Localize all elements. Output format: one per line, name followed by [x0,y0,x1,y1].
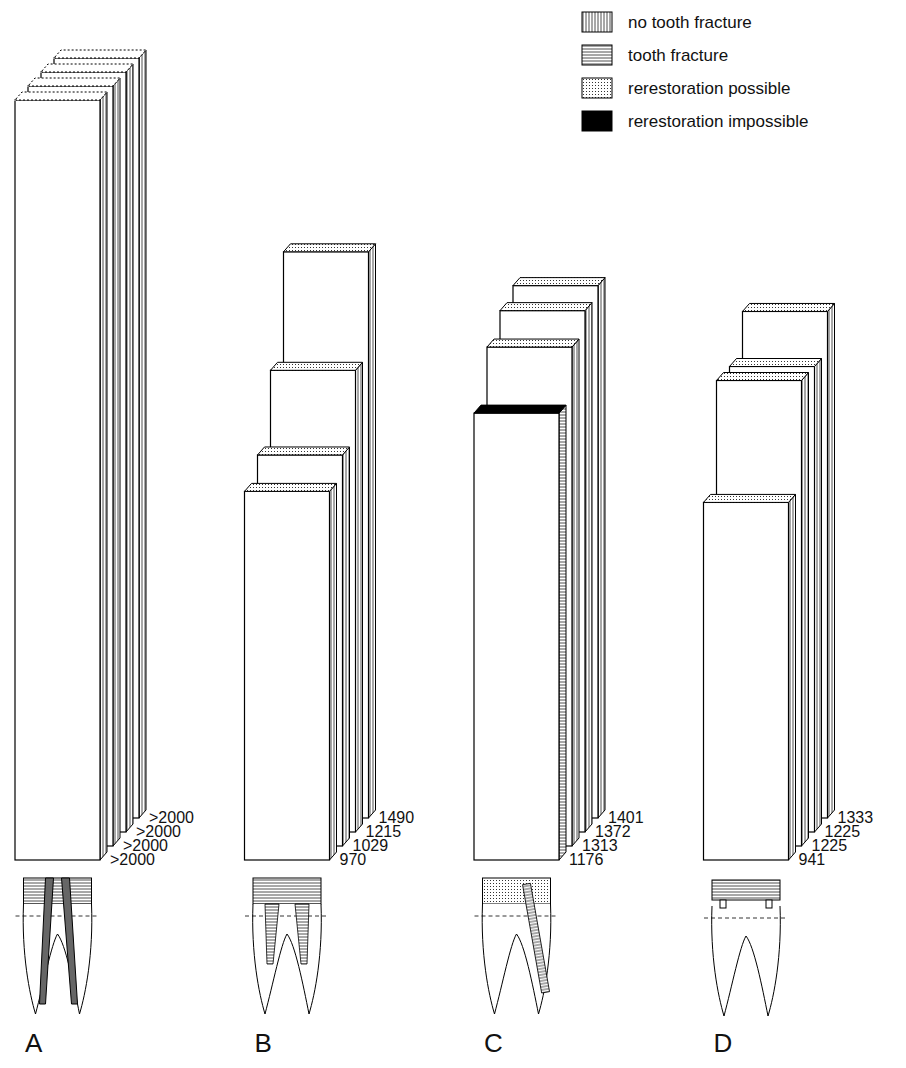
bar-side [789,494,796,860]
bar-top [271,362,363,370]
tooth-crown [483,878,551,904]
tooth-sketch [16,878,100,1014]
legend-label: rerestoration impossible [628,112,808,131]
bar [15,100,100,860]
bars [15,50,835,860]
data-label: >2000 [110,851,155,868]
bar-top [245,483,337,491]
bar-3d [474,405,566,860]
bar-side [343,447,350,846]
legend-swatch [582,45,612,65]
bar-side [828,303,835,818]
pin [720,900,726,908]
legend-swatch [582,78,612,98]
bar-3d [704,494,796,860]
bar-side [356,362,363,832]
core [265,904,309,964]
data-label: 970 [340,851,367,868]
screw-post [523,883,550,993]
bar-3d [245,483,337,860]
category-label: A [25,1028,43,1058]
category-label: B [255,1028,272,1058]
bar-top [284,244,376,252]
bar-side [126,64,133,832]
legend-label: tooth fracture [628,46,728,65]
bar [245,491,330,860]
bar-top [474,405,566,413]
bone-level [704,918,788,919]
tooth-sketch [475,878,559,1014]
pin [766,900,772,908]
tooth-crown [24,878,92,904]
bar-side [598,278,605,818]
bar-side [330,483,337,860]
bar [474,413,559,860]
bar-top [513,278,605,286]
category-label: D [714,1028,733,1058]
bar-side [369,244,376,818]
post [40,878,54,1004]
bar-top [704,494,796,502]
category-label: C [484,1028,503,1058]
tooth-root [23,904,92,1014]
bar-top [15,92,107,100]
bar-side [802,373,809,847]
legend-label: no tooth fracture [628,13,752,32]
bone-level [16,916,100,917]
bar-top [730,359,822,367]
post [62,878,78,1004]
bar-top [28,78,120,86]
bar-side [100,92,107,860]
legend-label: rerestoration possible [628,79,791,98]
tooth-root [712,906,781,1016]
bar-side [815,359,822,833]
bar-side [113,78,120,846]
legend-swatch [582,111,612,131]
tooth-crown [712,880,780,900]
legend-swatch [582,12,612,32]
bar-top-gap [15,100,16,101]
bar-top-gap [28,86,29,87]
tooth-root [253,904,322,1014]
bar-3d [15,92,107,860]
chart: no tooth fracture tooth fracture rerestora… [0,0,906,1068]
bar-top [54,50,146,58]
data-labels: >2000>2000>2000>200014901215102997014011… [110,809,873,868]
bar-top [258,447,350,455]
bar-top [743,303,835,311]
bar-top [41,64,133,72]
bar-top-gap [54,58,55,59]
tooth-crown [253,878,321,904]
bar-top [487,339,579,347]
bar-top [500,303,592,311]
data-label: 1176 [569,851,604,868]
bar-side [559,405,566,860]
tooth-sketch [245,878,329,1014]
bone-level [245,916,329,917]
bone-level [475,916,559,917]
bar [704,502,789,860]
bar-top-gap [41,72,42,73]
bar-side [572,339,579,846]
data-label: 941 [799,851,826,868]
tooth-sketch [704,880,788,1016]
bar-top [717,373,809,381]
bar-side [585,303,592,832]
bar-side [139,50,146,818]
